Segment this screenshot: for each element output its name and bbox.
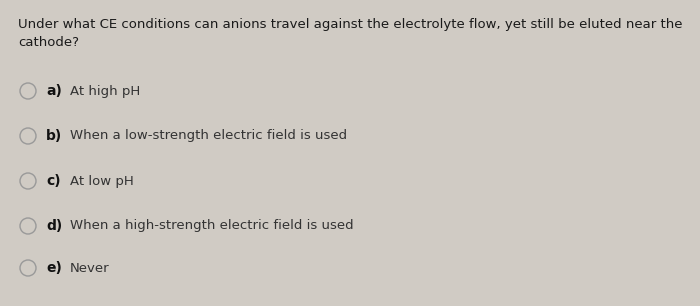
Text: d): d) — [46, 219, 62, 233]
Text: Never: Never — [70, 262, 110, 274]
Text: c): c) — [46, 174, 61, 188]
Text: At high pH: At high pH — [70, 84, 140, 98]
Text: b): b) — [46, 129, 62, 143]
Text: When a high-strength electric field is used: When a high-strength electric field is u… — [70, 219, 354, 233]
Text: At low pH: At low pH — [70, 174, 134, 188]
Text: When a low-strength electric field is used: When a low-strength electric field is us… — [70, 129, 347, 143]
Text: a): a) — [46, 84, 62, 98]
Text: e): e) — [46, 261, 62, 275]
Text: Under what CE conditions can anions travel against the electrolyte flow, yet sti: Under what CE conditions can anions trav… — [18, 18, 682, 49]
